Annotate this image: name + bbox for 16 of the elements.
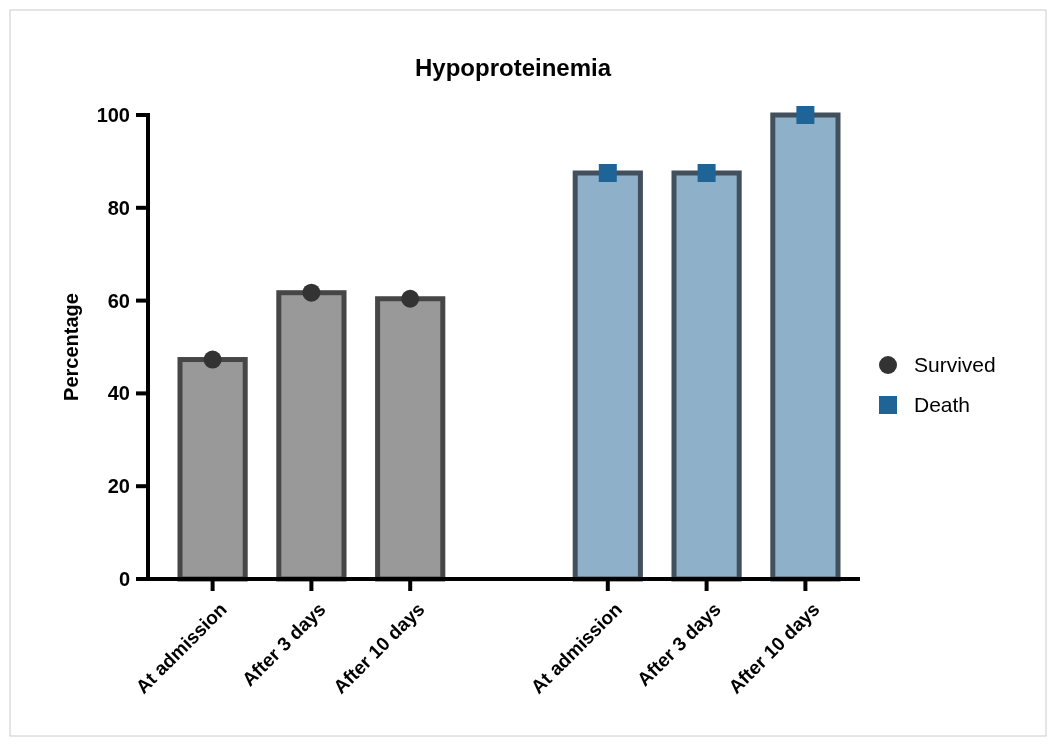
y-tick-label: 100 [96,104,130,126]
legend-label: Death [914,393,971,417]
point [796,106,815,124]
chart-title: Hypoproteinemia [414,54,612,81]
point [203,350,222,369]
y-tick-label: 80 [107,196,130,219]
point [401,289,420,308]
y-tick-label: 20 [107,475,130,498]
y-axis-title: Percentage [60,293,82,401]
y-tick-label: 60 [107,289,130,312]
y-tick-label: 40 [107,382,130,405]
y-tick-label: 0 [118,568,130,590]
legend-label: Survived [914,353,996,377]
point [598,164,617,182]
point [302,283,321,302]
point [697,164,716,182]
